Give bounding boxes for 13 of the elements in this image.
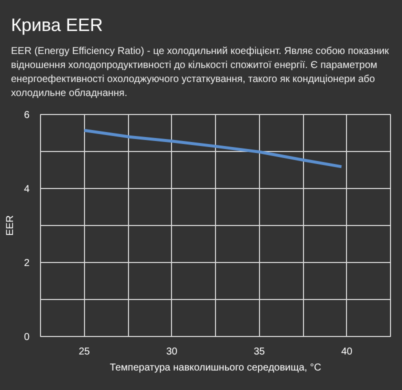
x-tick-label: 25 — [78, 346, 90, 358]
chart-subtitle: EER (Energy Efficiency Ratio) - це холодильний коефіцієнт. Являє собою показник відношення холодопродуктивності до кількості спожитої енергії. Є параметром енергоефективності охолоджуючого устаткування, такого як кондиціонери або холодильне обладнання. — [11, 44, 390, 101]
line-series — [82, 128, 343, 168]
x-tick-label: 30 — [166, 346, 178, 358]
y-tick-label: 2 — [24, 258, 30, 269]
y-tick-label: 4 — [24, 184, 30, 195]
y-tick-label: 6 — [24, 110, 30, 121]
chart-title: Крива EER — [11, 14, 104, 37]
y-tick-label: 0 — [24, 332, 30, 343]
x-tick-label: 40 — [341, 346, 353, 358]
y-axis-title: EER — [4, 215, 16, 236]
x-tick-label: 35 — [254, 346, 266, 358]
x-axis-title: Температура навколишнього середовища, °C — [110, 362, 322, 374]
